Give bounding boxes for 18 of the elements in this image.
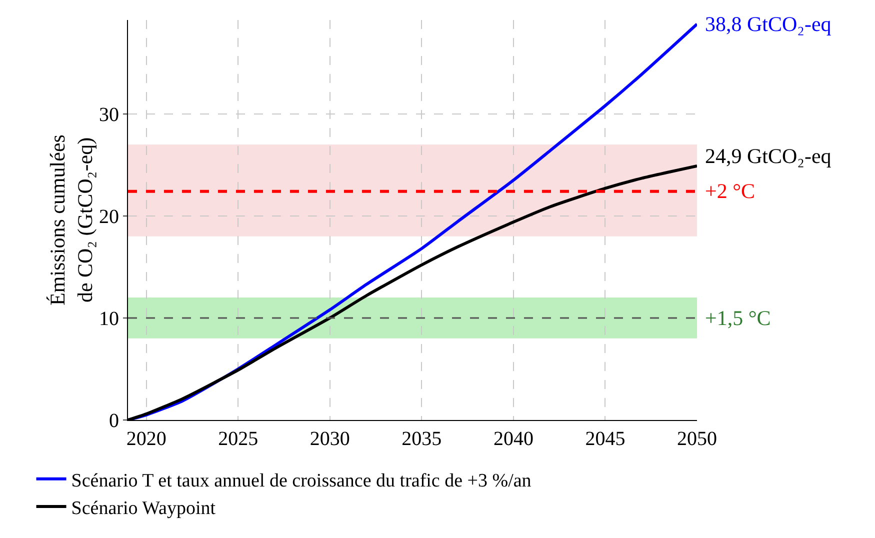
y-tick-label: 10: [99, 308, 119, 330]
ref-line-label: +2 °C: [705, 179, 755, 203]
y-tick-label: 20: [99, 206, 119, 228]
band-label: +1,5 °C: [705, 306, 771, 330]
x-tick-label: 2035: [402, 428, 442, 450]
y-tick-label: 30: [99, 104, 119, 126]
x-tick-label: 2045: [585, 428, 626, 450]
y-tick-label: 0: [109, 410, 119, 432]
x-tick-label: 2025: [218, 428, 258, 450]
annotation: 24,9 GtCO₂-eq: [705, 144, 832, 168]
x-tick-label: 2050: [677, 428, 717, 450]
legend-label: Scénario T et taux annuel de croissance du trafic de +3 %/an: [71, 470, 532, 492]
legend-label: Scénario Waypoint: [71, 498, 216, 519]
x-tick-label: 2020: [126, 428, 166, 450]
x-tick-label: 2040: [493, 428, 534, 450]
y-axis-title: Émissions cumulées de CO₂ (GtCO₂-eq): [46, 134, 97, 306]
annotation: 38,8 GtCO₂-eq: [705, 12, 832, 36]
x-tick-label: 2030: [310, 428, 350, 450]
